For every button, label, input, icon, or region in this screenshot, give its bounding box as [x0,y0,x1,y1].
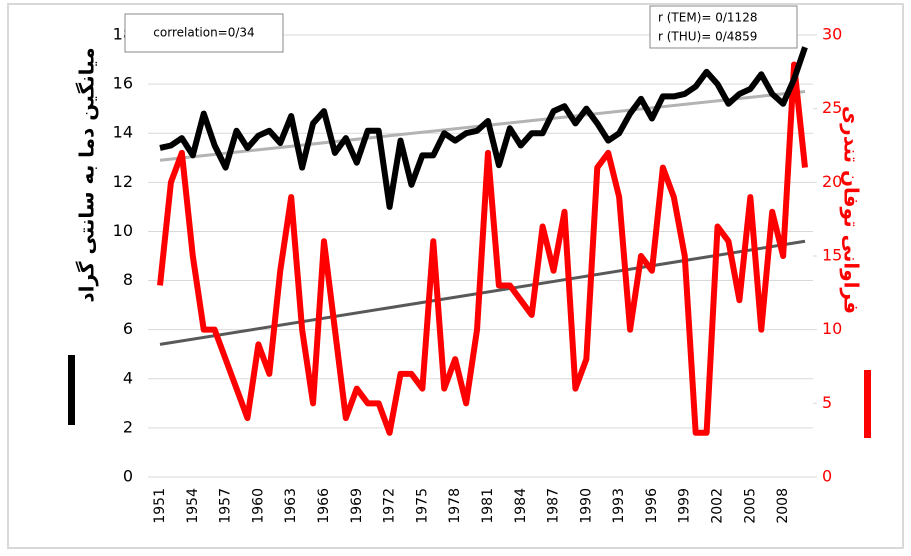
y2-tick-label: 5 [822,393,832,412]
y-tick-label: 10 [113,221,133,240]
trend-line [159,239,806,346]
x-tick-label: 1984 [513,488,529,524]
x-tick-label: 1969 [349,488,365,524]
x-tick-label: 1975 [414,488,430,524]
series-line [157,61,808,436]
x-tick-label: 1966 [316,488,332,524]
series-line [159,46,808,210]
y2-axis-title: فراوانی توفان تندری [840,106,864,314]
y-tick-label: 8 [123,270,133,289]
x-tick-label: 1957 [218,488,234,524]
x-tick-label: 2005 [742,488,758,524]
y2-tick-label: 30 [822,25,842,44]
x-tick-label: 1981 [480,488,496,524]
x-tick-label: 1999 [677,488,693,524]
annotation: r (TEM)= 0/1128 [658,11,757,25]
x-tick-label: 2002 [710,488,726,524]
y2-tick-label: 20 [822,172,842,191]
x-tick-label: 1990 [578,488,594,524]
y-tick-label: 14 [113,123,133,142]
annotations: correlation=0/34 r (TEM)= 0/1128 r (THU)… [124,5,798,53]
x-tick-label: 1978 [447,488,463,524]
y-tick-label: 0 [123,467,133,486]
legend-key [68,355,75,425]
annotation: r (THU)= 0/4859 [658,30,757,44]
x-tick-label: 1993 [611,488,627,524]
x-tick-label: 1963 [283,488,299,524]
x-tick-label: 2008 [775,488,791,524]
x-tick-label: 1972 [382,488,398,524]
y-tick-label: 16 [113,74,133,93]
x-tick-label: 1951 [152,488,168,524]
x-tick-label: 1996 [644,488,660,524]
plot [68,46,871,438]
y-tick-label: 6 [123,319,133,338]
x-tick-label: 1954 [185,488,201,524]
y-axis-title: میانگین دما به سانتی گراد [75,47,99,302]
annotation-box [649,5,798,49]
x-tick-label: 1987 [546,488,562,524]
annotation: correlation=0/34 [153,26,254,40]
y2-tick-label: 25 [822,98,842,117]
y-tick-label: 2 [123,417,133,436]
y2-tick-label: 0 [822,467,832,486]
annotation-box [124,13,284,53]
y2-tick-label: 10 [822,319,842,338]
x-tick-label: 1960 [250,488,266,524]
legend-key [864,370,871,438]
y-tick-label: 12 [113,172,133,191]
y2-tick-label: 15 [822,246,842,265]
y-tick-label: 4 [123,368,133,387]
chart-frame [7,3,904,549]
